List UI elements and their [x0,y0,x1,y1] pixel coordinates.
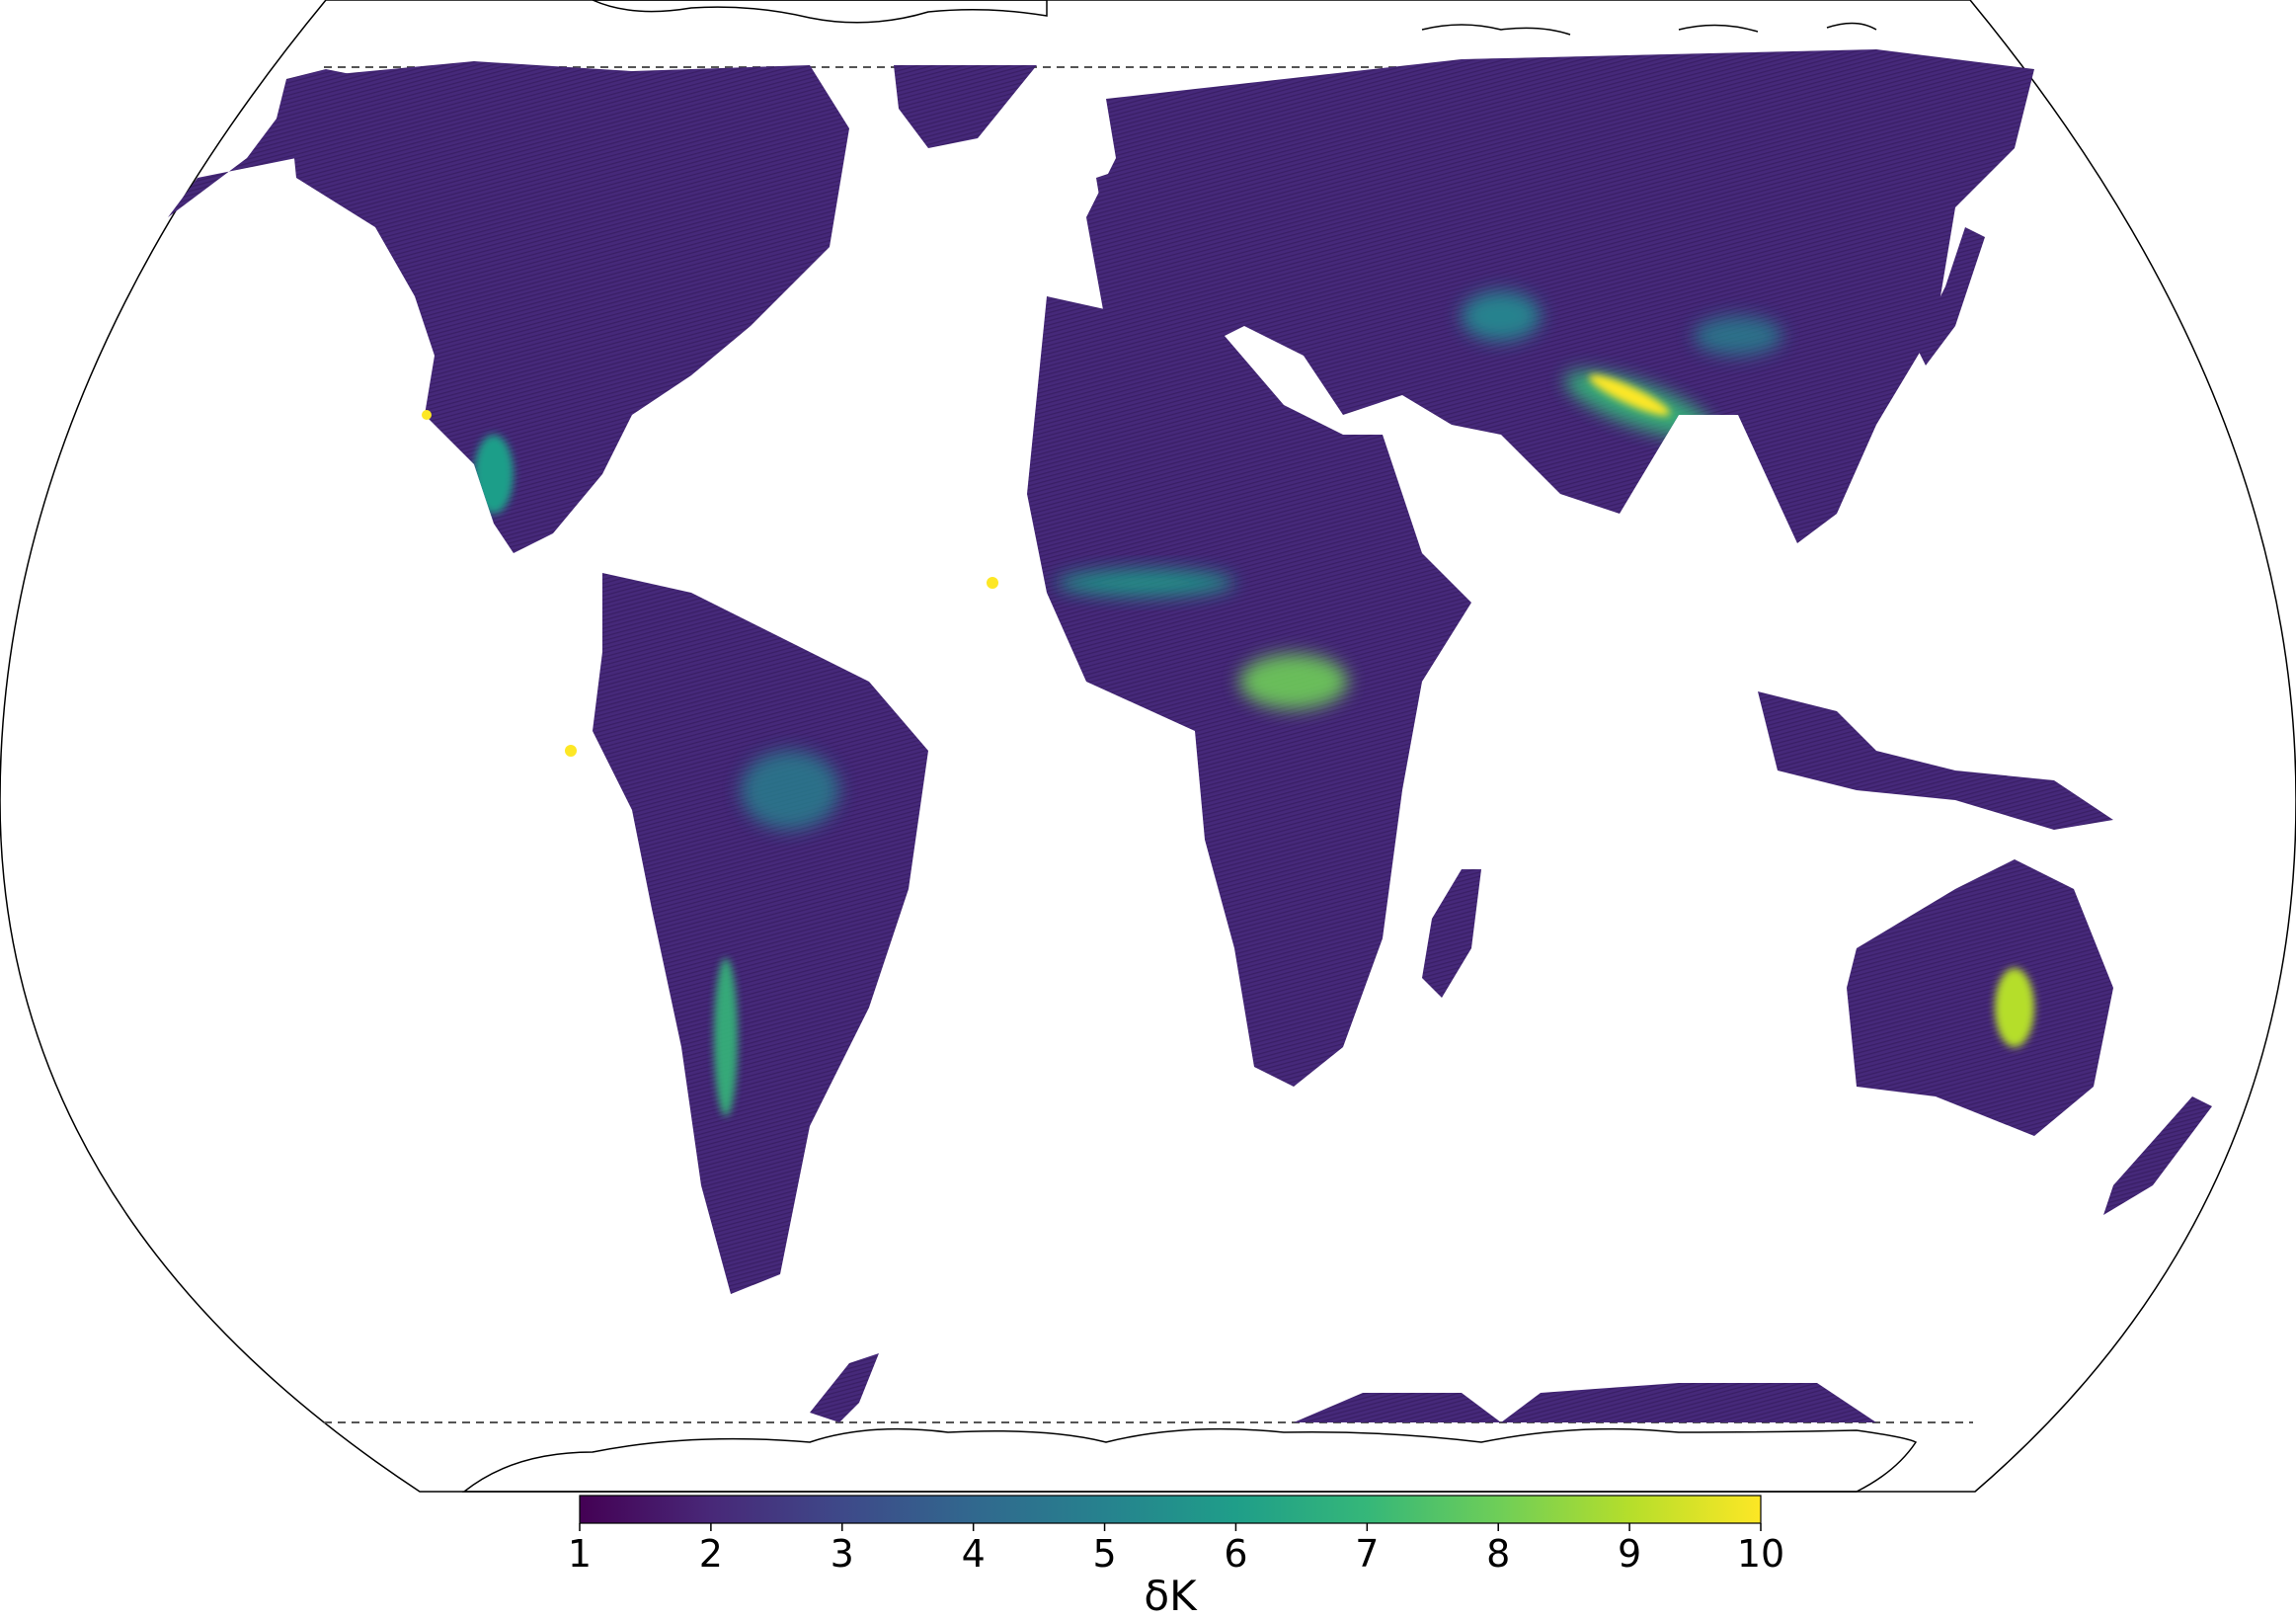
land-japan [1916,227,1985,365]
land-new-zealand [2103,1096,2212,1215]
colorbar-tick-label: 1 [568,1532,592,1576]
colorbar-tick-label: 4 [962,1532,986,1576]
hotspot-central-africa [1239,654,1348,709]
colorbar-tick-label: 7 [1355,1532,1379,1576]
hotspots [474,291,2034,1116]
hotspot-brazil [741,751,839,830]
hotspot-islands-2 [987,577,998,589]
hotspot-andes [714,958,738,1116]
colorbar-tick-label: 10 [1737,1532,1784,1576]
land-south-america [593,573,928,1294]
land-north-america [286,61,849,553]
hotspot-tibet-core [1589,374,1670,416]
land-antarctica-east [1294,1383,1876,1422]
land-eurasia [1086,49,2034,543]
colorbar-tick-label: 6 [1224,1532,1247,1576]
antarctica-coastline [461,1427,1918,1493]
colorbar-gradient [579,1495,1762,1524]
land-uk [1096,168,1136,237]
colorbar-tick-label: 5 [1092,1532,1116,1576]
hotspot-australia-ne [1995,968,2034,1047]
colorbar-tick-label: 8 [1486,1532,1510,1576]
land-antarctica-peninsula [810,1353,879,1422]
land-greenland-fringe [894,65,1037,148]
land-alaska [168,69,395,217]
land-indonesia [1758,691,2113,830]
colorbar-tick-label: 9 [1618,1532,1641,1576]
colorbar-tick-label: 3 [831,1532,854,1576]
land-madagascar [1422,869,1481,998]
hotspot-north-china [1694,316,1782,356]
hotspot-central-asia [1462,291,1541,341]
arctic-islands-coastline [1421,22,1877,36]
greenland-coastline [592,0,1048,24]
land-australia [1847,859,2113,1136]
colorbar-ticks: 1 2 3 4 5 6 7 8 9 10 [568,1523,1784,1576]
colorbar-tick-label: 2 [699,1532,723,1576]
hotspot-sahel [1057,569,1234,597]
colorbar: 1 2 3 4 5 6 7 8 9 10 δK [568,1495,1784,1620]
hotspot-islands [565,745,577,757]
hotspot-mexico [474,435,514,514]
colorbar-label: δK [1144,1572,1198,1620]
land-field [168,49,2212,1422]
hotspot-islands-3 [422,410,432,420]
